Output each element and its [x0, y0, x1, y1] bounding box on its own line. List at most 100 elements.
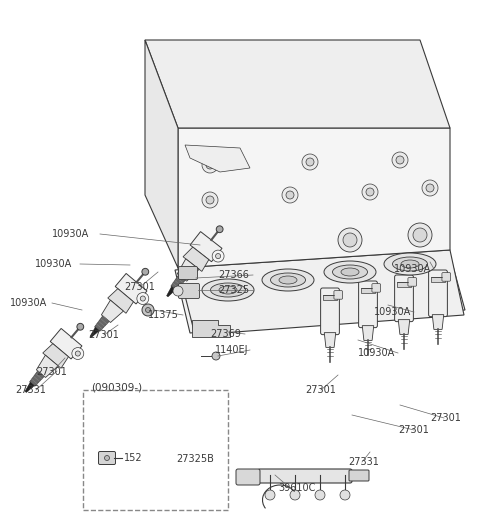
Circle shape: [212, 250, 224, 262]
Text: 10930A: 10930A: [358, 348, 395, 358]
FancyBboxPatch shape: [372, 284, 381, 292]
Text: 152: 152: [124, 453, 143, 463]
Text: 27331: 27331: [15, 385, 46, 395]
Circle shape: [282, 187, 298, 203]
Polygon shape: [36, 355, 59, 377]
Circle shape: [173, 286, 183, 296]
Circle shape: [140, 296, 145, 301]
Bar: [360, 288, 375, 293]
Ellipse shape: [262, 269, 314, 291]
Text: 10930A: 10930A: [35, 259, 72, 269]
Circle shape: [206, 161, 214, 169]
Circle shape: [206, 196, 214, 204]
FancyBboxPatch shape: [179, 266, 197, 280]
Ellipse shape: [333, 265, 368, 279]
Circle shape: [426, 184, 434, 192]
FancyBboxPatch shape: [349, 470, 369, 481]
Circle shape: [265, 490, 275, 500]
Polygon shape: [398, 320, 410, 334]
Text: 10930A: 10930A: [52, 229, 89, 239]
Circle shape: [105, 456, 109, 460]
Polygon shape: [178, 128, 450, 268]
Text: 27301: 27301: [398, 425, 429, 435]
Polygon shape: [185, 145, 250, 172]
Polygon shape: [50, 329, 82, 359]
Polygon shape: [43, 344, 69, 368]
Text: 27301: 27301: [36, 367, 67, 377]
FancyBboxPatch shape: [321, 288, 339, 335]
Circle shape: [212, 352, 220, 360]
Ellipse shape: [202, 279, 254, 301]
Text: (090309-): (090309-): [91, 382, 142, 392]
Polygon shape: [25, 383, 34, 392]
Circle shape: [216, 226, 223, 233]
Circle shape: [338, 228, 362, 252]
Ellipse shape: [393, 257, 428, 271]
Bar: [396, 282, 411, 287]
Text: 27369: 27369: [210, 329, 241, 339]
FancyBboxPatch shape: [98, 452, 116, 465]
Circle shape: [413, 228, 427, 242]
FancyBboxPatch shape: [334, 291, 343, 299]
Ellipse shape: [324, 261, 376, 283]
FancyBboxPatch shape: [442, 272, 450, 281]
Ellipse shape: [211, 283, 245, 297]
Text: 11375: 11375: [148, 310, 179, 320]
Polygon shape: [324, 333, 336, 347]
FancyBboxPatch shape: [408, 278, 417, 286]
Circle shape: [408, 223, 432, 247]
Circle shape: [422, 180, 438, 196]
Circle shape: [202, 192, 218, 208]
Text: 10930A: 10930A: [374, 307, 411, 317]
Text: 27325: 27325: [218, 285, 249, 295]
Polygon shape: [167, 286, 176, 297]
FancyBboxPatch shape: [236, 469, 260, 485]
Ellipse shape: [401, 260, 419, 268]
Polygon shape: [171, 275, 185, 290]
Bar: [431, 277, 445, 282]
Text: 27301: 27301: [430, 413, 461, 423]
Text: 27331: 27331: [348, 457, 379, 467]
Circle shape: [366, 188, 374, 196]
Ellipse shape: [271, 273, 305, 287]
Polygon shape: [177, 259, 199, 281]
Circle shape: [392, 152, 408, 168]
Polygon shape: [175, 248, 465, 333]
Circle shape: [362, 184, 378, 200]
Polygon shape: [145, 40, 450, 128]
Polygon shape: [145, 40, 178, 268]
Polygon shape: [30, 371, 44, 386]
Circle shape: [306, 158, 314, 166]
Polygon shape: [190, 231, 222, 262]
Circle shape: [340, 490, 350, 500]
Polygon shape: [101, 300, 123, 322]
Polygon shape: [432, 315, 444, 330]
Circle shape: [202, 157, 218, 173]
FancyBboxPatch shape: [429, 270, 447, 317]
Circle shape: [72, 348, 84, 360]
Polygon shape: [90, 327, 99, 337]
Circle shape: [216, 253, 221, 258]
Ellipse shape: [219, 286, 237, 294]
Text: 27325B: 27325B: [176, 454, 214, 464]
Circle shape: [290, 490, 300, 500]
Circle shape: [286, 191, 294, 199]
Circle shape: [142, 304, 154, 316]
Text: 27301: 27301: [88, 330, 119, 340]
FancyBboxPatch shape: [258, 469, 352, 483]
Bar: [323, 295, 337, 300]
Polygon shape: [362, 325, 374, 340]
Text: 10930A: 10930A: [10, 298, 47, 308]
Circle shape: [137, 293, 149, 305]
Polygon shape: [115, 274, 147, 304]
Circle shape: [77, 323, 84, 330]
Text: 27301: 27301: [305, 385, 336, 395]
Text: 27301: 27301: [124, 282, 155, 292]
Circle shape: [315, 490, 325, 500]
Ellipse shape: [279, 276, 297, 284]
Circle shape: [75, 351, 80, 356]
FancyBboxPatch shape: [359, 281, 377, 327]
Circle shape: [142, 268, 149, 275]
Polygon shape: [192, 320, 230, 337]
FancyBboxPatch shape: [395, 275, 413, 322]
